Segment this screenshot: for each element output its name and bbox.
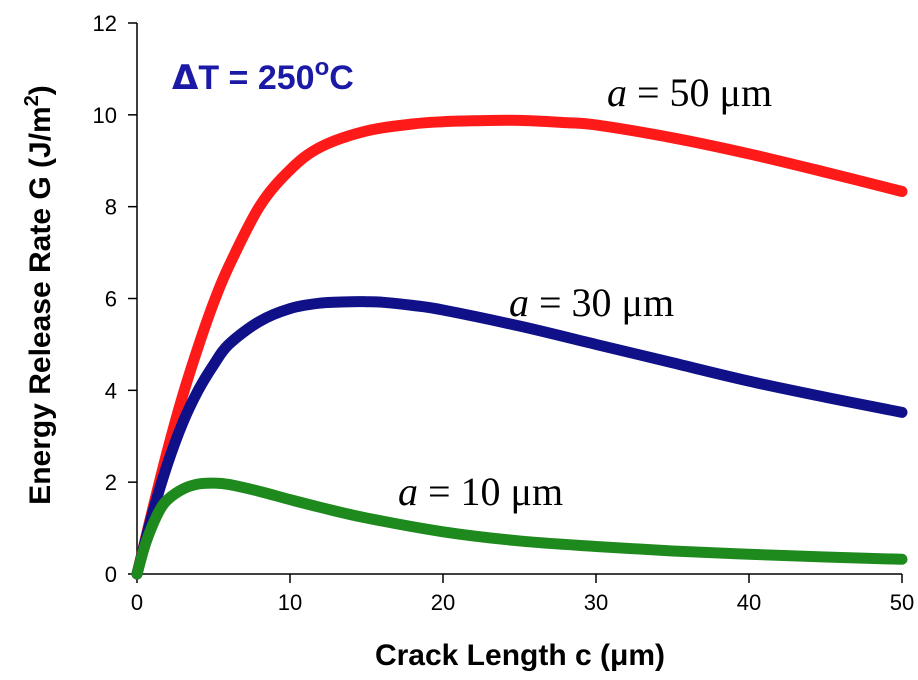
x-tick-label: 50 <box>890 590 914 615</box>
x-tick-label: 0 <box>131 590 143 615</box>
curve-label-a30: a = 30 μm <box>509 280 674 325</box>
x-tick-label: 20 <box>431 590 455 615</box>
y-tick-label: 4 <box>105 378 117 403</box>
y-tick-label: 10 <box>93 103 117 128</box>
y-axis-title: Energy Release Rate G (J/m2) <box>21 85 57 505</box>
curve-label-a30-var: a <box>509 280 529 325</box>
y-axis-title-main: Energy Release Rate G (J/m <box>24 106 57 505</box>
y-axis-title-sup: 2 <box>21 95 43 106</box>
y-tick-label: 0 <box>105 562 117 587</box>
series-line-10 <box>131 477 908 580</box>
y-tick-label: 8 <box>105 195 117 220</box>
series-line-30 <box>131 296 908 580</box>
y-ticks: 0 2 4 6 8 10 12 <box>93 11 137 587</box>
curve-label-a30-rest: = 30 μm <box>529 280 674 325</box>
x-ticks: 0 10 20 30 40 50 <box>131 574 914 615</box>
x-tick-label: 30 <box>584 590 608 615</box>
y-axis-title-close: ) <box>24 85 57 95</box>
curves <box>131 114 908 580</box>
curve-label-a10-var: a <box>398 469 418 514</box>
curve-label-a10: a = 10 μm <box>398 469 563 514</box>
delta-t-unit: C <box>329 59 354 97</box>
curve-label-a50: a = 50 μm <box>607 70 772 115</box>
delta-t-text: T = 250 <box>198 59 314 97</box>
delta-symbol: Δ <box>172 58 199 98</box>
curve-label-a10-rest: = 10 μm <box>418 469 563 514</box>
x-tick-label: 40 <box>737 590 761 615</box>
degree-symbol: o <box>315 54 330 81</box>
x-tick-label: 10 <box>278 590 302 615</box>
y-tick-label: 2 <box>105 470 117 495</box>
x-axis-title: Crack Length c (μm) <box>375 639 665 672</box>
series-line-50 <box>131 114 908 580</box>
curve-label-a50-var: a <box>607 70 627 115</box>
y-tick-label: 6 <box>105 287 117 312</box>
delta-t-annotation: ΔT = 250oC <box>172 54 354 98</box>
y-tick-label: 12 <box>93 11 117 36</box>
curve-label-a50-rest: = 50 μm <box>627 70 772 115</box>
